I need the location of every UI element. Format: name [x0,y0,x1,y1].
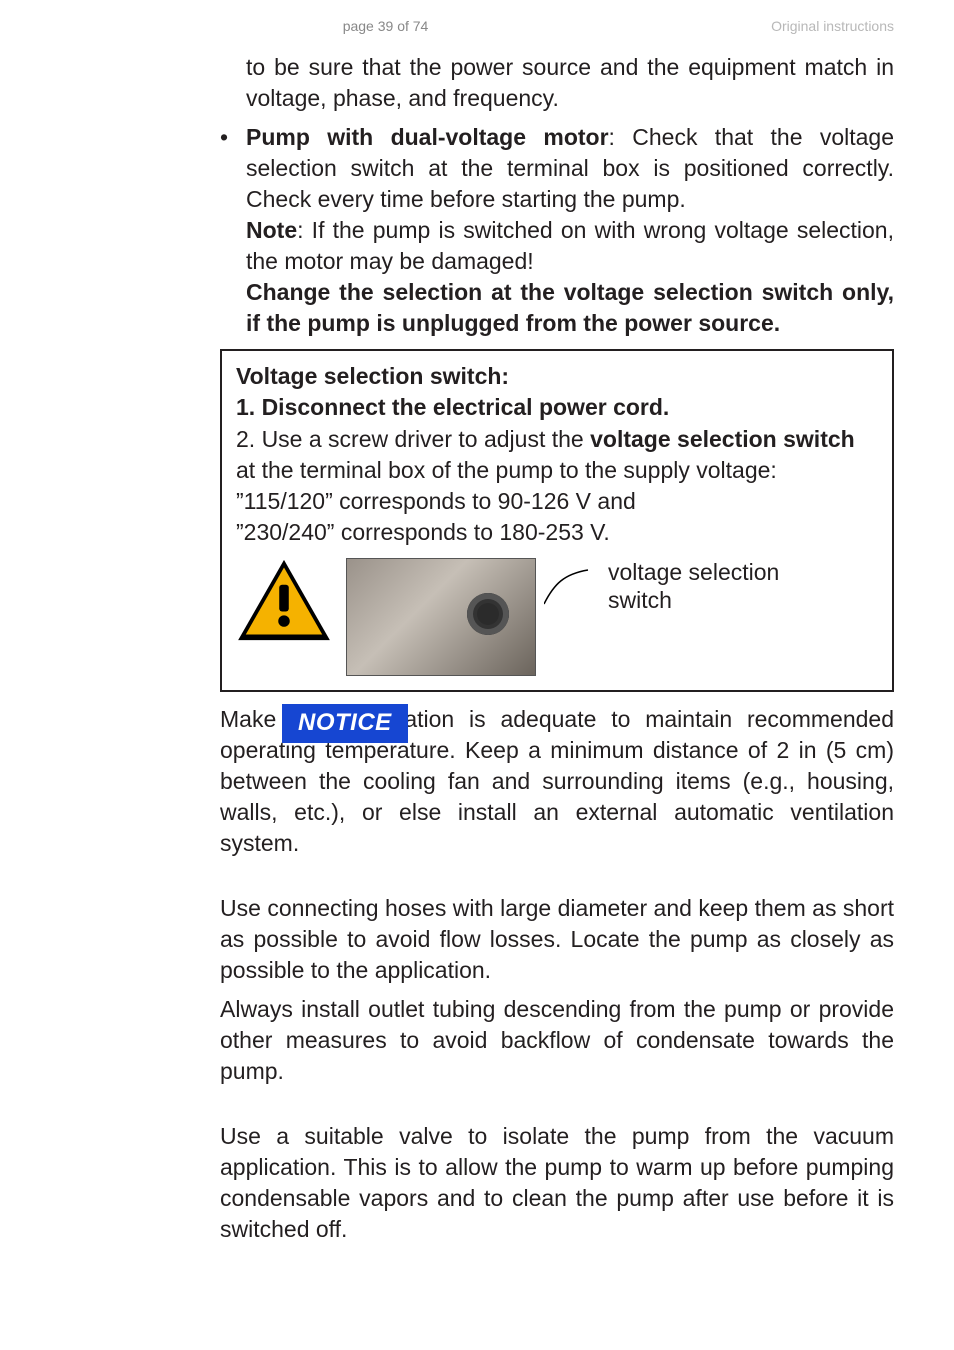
box-line-b: ”230/240” corresponds to 180-253 V. [236,517,878,548]
intro-continuation: to be sure that the power source and the… [220,52,894,114]
notice-p2a: Use connecting hoses with large diameter… [220,893,894,986]
bullet-change: Change the selection at the voltage sele… [246,277,894,339]
bullet-lead-bold: Pump with dual-voltage motor [246,124,609,150]
page-number: page 39 of 74 [0,18,771,34]
note-bold: Note [246,217,297,243]
box-step2: 2. Use a screw driver to adjust the volt… [236,424,878,486]
notice-p2b: Always install outlet tubing descending … [220,994,894,1087]
voltage-switch-label: voltage selection switch [608,558,779,616]
change-bold: Change the selection at the voltage sele… [246,279,894,336]
box-title: Voltage selection switch: [236,361,878,392]
notice-badge: NOTICE [282,704,408,743]
leader-line [550,558,594,608]
notice-p3: Use a suitable valve to isolate the pump… [220,1121,894,1245]
warning-icon [236,558,332,644]
box-step1: 1. Disconnect the electrical power cord. [236,392,878,423]
bullet-note: Note: If the pump is switched on with wr… [246,215,894,277]
vs-label-l1: voltage selection [608,558,779,587]
step2-bold: voltage selection switch [590,426,855,452]
box-step1-text: 1. Disconnect the electrical power cord. [236,394,669,420]
voltage-switch-photo [346,558,536,676]
vs-label-l2: switch [608,586,779,615]
box-line-a: ”115/120” corresponds to 90-126 V and [236,486,878,517]
page-header: page 39 of 74 Original instructions [0,0,954,52]
box-title-text: Voltage selection switch: [236,363,509,389]
note-rest: : If the pump is switched on with wrong … [246,217,894,274]
step2-pre: 2. Use a screw driver to adjust the [236,426,590,452]
step2-post: at the terminal box of the pump to the s… [236,457,777,483]
header-right-label: Original instructions [771,18,894,34]
bullet-marker: • [220,122,246,339]
bullet-line-1: Pump with dual-voltage motor: Check that… [246,122,894,215]
voltage-box: Voltage selection switch: 1. Disconnect … [220,349,894,691]
